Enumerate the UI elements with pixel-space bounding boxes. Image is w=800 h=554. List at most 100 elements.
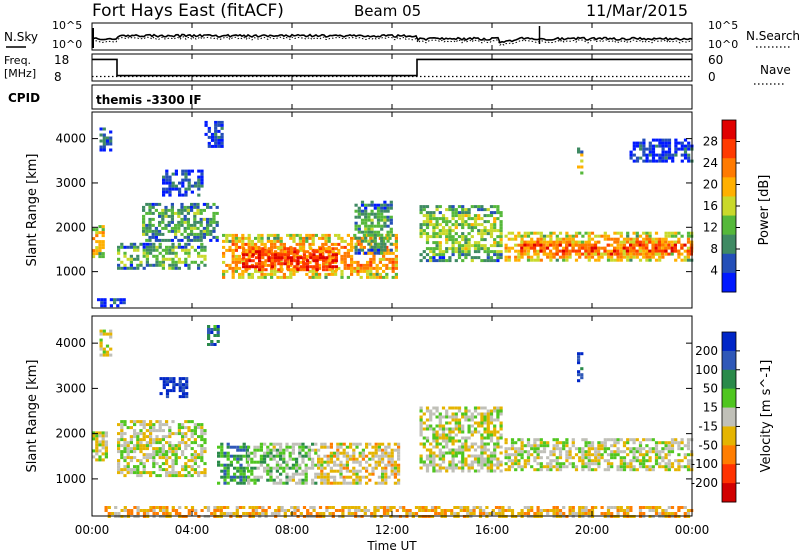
power-cell: [254, 251, 258, 255]
velocity-cell: [486, 433, 490, 437]
power-cell: [290, 256, 294, 260]
velocity-cell: [435, 439, 439, 443]
velocity-cell: [568, 512, 572, 515]
velocity-cell: [485, 506, 489, 509]
power-cell: [549, 240, 553, 244]
velocity-cell: [464, 418, 468, 422]
power-cell: [202, 217, 206, 221]
velocity-cell: [233, 457, 237, 461]
velocity-cell: [448, 427, 452, 431]
velocity-cell: [174, 474, 178, 478]
power-cell: [234, 263, 238, 267]
velocity-cell: [441, 406, 446, 410]
velocity-cell: [282, 457, 286, 461]
power-cell: [394, 242, 398, 246]
power-cell: [419, 208, 423, 212]
velocity-cell: [232, 512, 236, 515]
power-cell: [225, 236, 229, 240]
velocity-cell: [165, 456, 169, 460]
colorbar-segment: [722, 369, 736, 390]
colorbar-segment: [722, 253, 736, 274]
power-cell: [380, 206, 384, 210]
power-cell: [331, 259, 335, 263]
velocity-cell: [477, 406, 481, 410]
power-cell: [263, 260, 267, 264]
power-cell: [422, 229, 426, 233]
velocity-cell: [606, 506, 611, 509]
power-cell: [186, 238, 190, 242]
velocity-cell: [168, 471, 172, 475]
velocity-cell: [159, 392, 163, 396]
velocity-cell: [322, 512, 326, 515]
velocity-cell: [102, 347, 106, 351]
power-cell: [337, 248, 341, 252]
power-cell: [648, 252, 652, 256]
power-cell: [422, 250, 426, 254]
velocity-cell: [577, 373, 581, 377]
velocity-cell: [168, 456, 172, 460]
power-cell: [464, 247, 468, 251]
power-cell: [642, 237, 646, 241]
power-cell: [193, 211, 197, 215]
power-cell: [467, 244, 471, 248]
power-cell: [422, 208, 426, 212]
velocity-cell: [456, 506, 460, 509]
velocity-cell: [432, 463, 436, 467]
velocity-cell: [499, 451, 503, 455]
power-cell: [552, 231, 556, 235]
power-cell: [629, 150, 633, 154]
power-cell: [616, 252, 620, 256]
velocity-cell: [629, 438, 633, 442]
power-cell: [148, 229, 152, 233]
power-cell: [584, 240, 588, 244]
power-cell: [296, 250, 300, 254]
velocity-cell: [661, 447, 665, 451]
power-cell: [117, 245, 121, 249]
power-cell: [464, 235, 468, 239]
power-cell: [203, 263, 207, 267]
power-cell: [664, 150, 668, 154]
power-cell: [244, 269, 248, 273]
velocity-cell: [172, 386, 176, 390]
velocity-cell: [584, 453, 588, 457]
velocity-cell: [235, 509, 239, 512]
velocity-cell: [432, 439, 436, 443]
velocity-cell: [171, 450, 175, 454]
power-cell: [386, 206, 390, 210]
velocity-cell: [610, 438, 614, 442]
velocity-cell: [365, 445, 369, 449]
power-cell: [312, 265, 316, 269]
power-cell: [606, 237, 611, 241]
power-cell: [388, 233, 392, 237]
velocity-cell: [117, 468, 121, 472]
velocity-cell: [546, 444, 550, 448]
velocity-cell: [523, 444, 527, 448]
velocity-cell: [352, 442, 356, 446]
velocity-cell: [496, 430, 500, 434]
velocity-cell: [139, 474, 143, 478]
velocity-cell: [493, 427, 497, 431]
power-cell: [162, 175, 166, 179]
velocity-cell: [145, 471, 149, 475]
power-cell: [184, 190, 188, 194]
velocity-cell: [555, 506, 559, 509]
power-cell: [419, 223, 423, 227]
velocity-cell: [393, 466, 397, 470]
power-cell: [603, 252, 607, 256]
power-cell: [366, 260, 370, 264]
power-cell: [517, 252, 521, 256]
power-cell: [642, 138, 646, 142]
power-cell: [206, 217, 210, 221]
power-cell: [651, 153, 656, 157]
power-cell: [441, 250, 446, 254]
velocity-cell: [174, 459, 178, 463]
velocity-cell: [429, 454, 433, 458]
velocity-cell: [242, 454, 246, 458]
velocity-cell: [539, 468, 543, 472]
power-cell: [193, 202, 197, 206]
velocity-cell: [368, 442, 372, 446]
velocity-cell: [445, 436, 449, 440]
power-cell: [451, 235, 455, 239]
velocity-cell: [565, 441, 569, 445]
power-cell: [677, 237, 681, 241]
